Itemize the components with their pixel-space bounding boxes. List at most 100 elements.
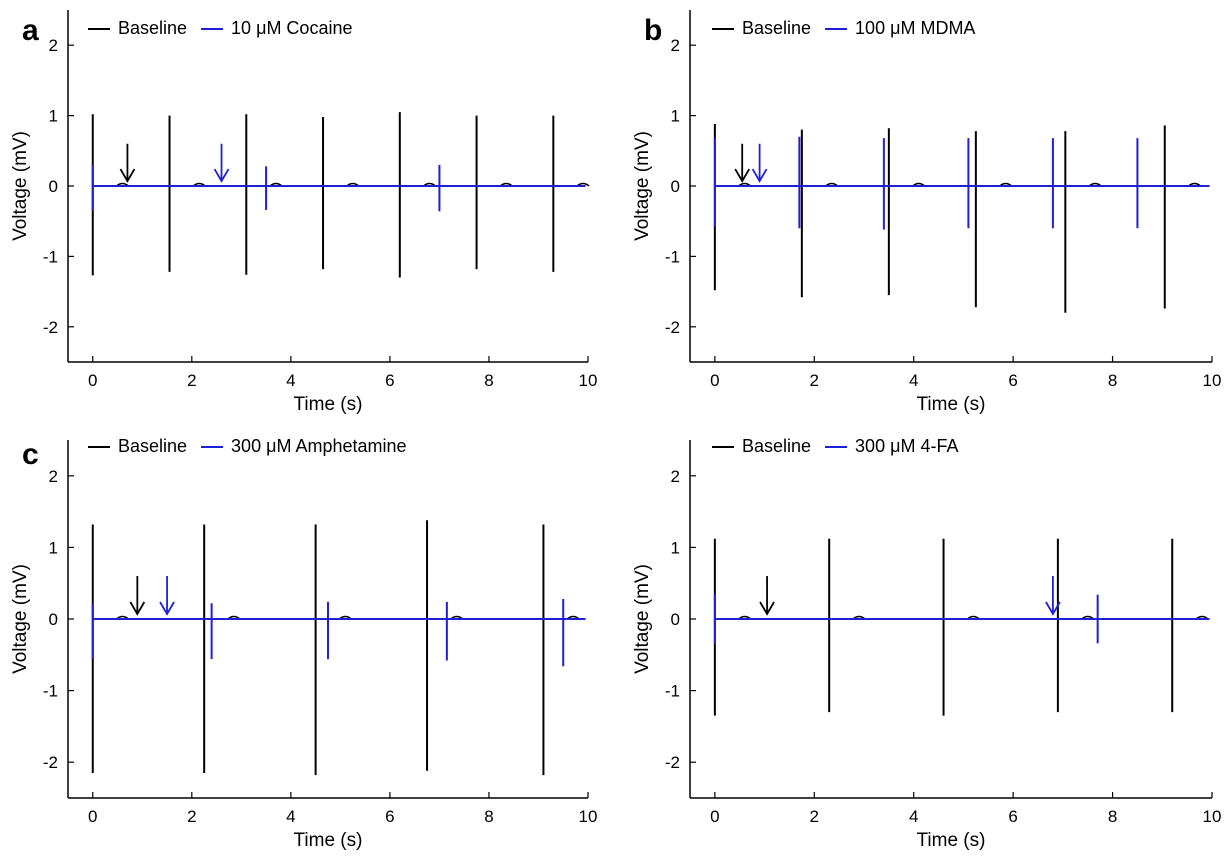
y-tick-label: 0 bbox=[671, 177, 680, 196]
legend-entry-baseline: Baseline bbox=[712, 18, 811, 39]
x-tick-label: 10 bbox=[1203, 807, 1222, 826]
x-axis-label: Time (s) bbox=[917, 830, 986, 851]
series-baseline bbox=[91, 520, 586, 776]
legend-entry-drug: 300 μM 4-FA bbox=[825, 436, 958, 457]
series-baseline bbox=[713, 124, 1210, 313]
x-axis-label: Time (s) bbox=[294, 830, 363, 851]
x-tick-label: 4 bbox=[286, 807, 295, 826]
y-tick-label: -1 bbox=[665, 682, 680, 701]
legend-swatch bbox=[712, 27, 734, 30]
chart-c: -2 -1 0 1 2 0 2 4 6 8 10 Time (s) Voltage (mV) bbox=[10, 440, 597, 851]
y-tick-label: 2 bbox=[49, 36, 58, 55]
y-tick-label: 0 bbox=[671, 610, 680, 629]
legend-swatch bbox=[712, 445, 734, 448]
legend: Baseline 10 μM Cocaine bbox=[88, 18, 366, 39]
panel-letter: a bbox=[22, 14, 39, 47]
arrow-annotation bbox=[159, 576, 175, 616]
x-axis-label: Time (s) bbox=[917, 394, 986, 415]
y-tick-label: 1 bbox=[49, 538, 58, 557]
x-tick-label: 2 bbox=[187, 807, 196, 826]
legend-label: Baseline bbox=[118, 436, 188, 456]
x-tick-label: 10 bbox=[1203, 371, 1222, 390]
x-tick-label: 10 bbox=[579, 371, 598, 390]
y-tick-label: -2 bbox=[43, 753, 58, 772]
x-tick-label: 4 bbox=[909, 371, 918, 390]
arrow-head bbox=[751, 168, 768, 183]
legend-entry-drug: 10 μM Cocaine bbox=[201, 18, 352, 39]
x-tick-label: 0 bbox=[710, 807, 719, 826]
y-tick-label: 0 bbox=[49, 610, 58, 629]
x-tick-label: 8 bbox=[484, 371, 493, 390]
legend: Baseline 300 μM 4-FA bbox=[712, 436, 972, 457]
y-axis-label: Voltage (mV) bbox=[10, 131, 31, 241]
panel-b: b -2 -1 0 1 2 0 2 4 6 8 10 Time (s) Voltage (mV) Bas… bbox=[614, 0, 1228, 430]
x-tick-label: 0 bbox=[88, 807, 97, 826]
legend-label: 300 μM 4-FA bbox=[855, 436, 959, 456]
x-tick-label: 2 bbox=[187, 371, 196, 390]
legend-entry-drug: 100 μM MDMA bbox=[825, 18, 975, 39]
arrow-annotation bbox=[129, 576, 146, 616]
y-tick-label: -1 bbox=[665, 247, 680, 266]
arrow-head bbox=[129, 601, 146, 616]
legend-entry-baseline: Baseline bbox=[88, 18, 187, 39]
legend-entry-baseline: Baseline bbox=[712, 436, 811, 457]
arrow-annotation bbox=[1045, 576, 1061, 616]
arrow-annotation bbox=[213, 143, 230, 183]
arrow-head bbox=[759, 601, 775, 616]
chart-b: -2 -1 0 1 2 0 2 4 6 8 10 Time (s) Voltage (mV) bbox=[632, 10, 1222, 415]
x-tick-label: 8 bbox=[484, 807, 493, 826]
x-tick-label: 2 bbox=[810, 807, 819, 826]
legend-label: 10 μM Cocaine bbox=[231, 18, 353, 38]
series-drug bbox=[91, 164, 586, 212]
y-axis-label: Voltage (mV) bbox=[632, 131, 653, 241]
legend-swatch bbox=[88, 27, 110, 30]
panel-letter: c bbox=[22, 438, 39, 471]
arrow-head bbox=[119, 168, 136, 183]
legend-label: 300 μM Amphetamine bbox=[231, 436, 407, 456]
arrow-annotation bbox=[734, 143, 750, 183]
y-axis-label: Voltage (mV) bbox=[632, 564, 653, 674]
legend-label: Baseline bbox=[742, 436, 812, 456]
arrow-annotation bbox=[759, 576, 775, 616]
legend-label: Baseline bbox=[118, 18, 188, 38]
chart-d: -2 -1 0 1 2 0 2 4 6 8 10 Time (s) Voltage (mV) bbox=[632, 440, 1222, 851]
series-baseline bbox=[91, 112, 590, 278]
y-axis-label: Voltage (mV) bbox=[10, 564, 31, 674]
legend-swatch bbox=[825, 445, 848, 448]
panel-c: c -2 -1 0 1 2 0 2 4 6 8 10 Time (s) Voltage (mV) Bas… bbox=[0, 430, 614, 860]
y-tick-label: -1 bbox=[43, 682, 58, 701]
y-tick-label: 1 bbox=[671, 538, 680, 557]
y-tick-label: 2 bbox=[671, 36, 680, 55]
x-tick-label: 6 bbox=[1008, 807, 1017, 826]
x-tick-label: 4 bbox=[909, 807, 918, 826]
x-tick-label: 8 bbox=[1108, 807, 1117, 826]
x-tick-label: 8 bbox=[1108, 371, 1117, 390]
x-tick-label: 2 bbox=[810, 371, 819, 390]
legend-entry-baseline: Baseline bbox=[88, 436, 187, 457]
arrow-head bbox=[213, 168, 230, 183]
y-tick-label: -2 bbox=[665, 753, 680, 772]
y-tick-label: 0 bbox=[49, 177, 58, 196]
y-tick-label: 1 bbox=[49, 107, 58, 126]
y-tick-label: 2 bbox=[49, 467, 58, 486]
x-tick-label: 0 bbox=[88, 371, 97, 390]
series-baseline bbox=[713, 538, 1210, 716]
panel-letter: b bbox=[644, 14, 663, 47]
y-tick-label: 1 bbox=[671, 107, 680, 126]
series-drug bbox=[91, 598, 586, 667]
legend: Baseline 100 μM MDMA bbox=[712, 18, 989, 39]
legend-swatch bbox=[201, 445, 224, 448]
series-drug bbox=[713, 136, 1210, 230]
legend-entry-drug: 300 μM Amphetamine bbox=[201, 436, 407, 457]
legend-swatch bbox=[88, 445, 110, 448]
x-tick-label: 4 bbox=[286, 371, 295, 390]
x-tick-label: 6 bbox=[1008, 371, 1017, 390]
series-drug bbox=[713, 593, 1210, 645]
legend-label: 100 μM MDMA bbox=[855, 18, 976, 38]
y-tick-label: -2 bbox=[665, 318, 680, 337]
arrow-annotation bbox=[119, 143, 136, 183]
chart-a: -2 -1 0 1 2 0 2 4 6 8 10 Time (s) Voltage (mV) bbox=[10, 10, 598, 415]
x-tick-label: 6 bbox=[385, 807, 394, 826]
panel-d: -2 -1 0 1 2 0 2 4 6 8 10 Time (s) Voltage (mV) Basel… bbox=[614, 430, 1228, 860]
x-tick-label: 6 bbox=[385, 371, 394, 390]
